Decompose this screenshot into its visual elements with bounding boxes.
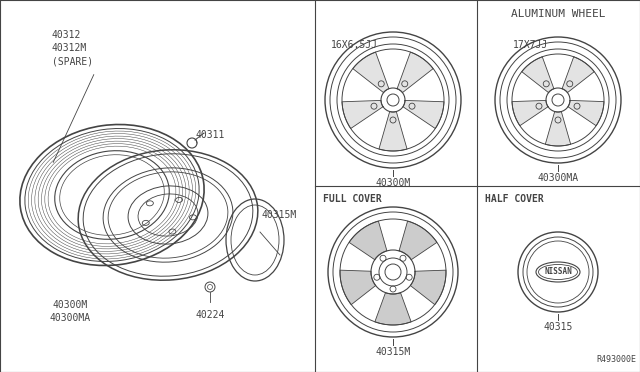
Polygon shape <box>397 52 433 93</box>
Text: 40315M: 40315M <box>262 210 297 220</box>
Polygon shape <box>379 112 407 151</box>
Text: 40300MA: 40300MA <box>538 173 579 183</box>
Circle shape <box>552 94 564 106</box>
Text: 40300M
40300MA: 40300M 40300MA <box>49 300 91 323</box>
Text: 40312
40312M
(SPARE): 40312 40312M (SPARE) <box>52 30 93 66</box>
Polygon shape <box>562 57 595 93</box>
Polygon shape <box>545 112 571 146</box>
Text: 17X7JJ: 17X7JJ <box>513 40 548 50</box>
Text: R493000E: R493000E <box>596 355 636 364</box>
Polygon shape <box>568 100 604 126</box>
Text: 40311: 40311 <box>196 130 225 140</box>
Polygon shape <box>410 270 446 305</box>
Polygon shape <box>403 100 444 128</box>
Polygon shape <box>342 100 383 128</box>
Polygon shape <box>399 221 437 260</box>
Polygon shape <box>340 270 376 305</box>
Text: 16X6.5JJ: 16X6.5JJ <box>331 40 378 50</box>
Text: FULL COVER: FULL COVER <box>323 194 381 204</box>
Text: 40315: 40315 <box>543 322 573 332</box>
Polygon shape <box>512 100 548 126</box>
Circle shape <box>387 94 399 106</box>
Text: HALF COVER: HALF COVER <box>485 194 544 204</box>
Polygon shape <box>353 52 389 93</box>
Text: 40224: 40224 <box>195 310 225 320</box>
Text: 40315M: 40315M <box>376 347 411 357</box>
Text: NISSAN: NISSAN <box>544 267 572 276</box>
Polygon shape <box>375 293 411 325</box>
Polygon shape <box>522 57 554 93</box>
Text: 40300M: 40300M <box>376 178 411 188</box>
Text: ALUMINUM WHEEL: ALUMINUM WHEEL <box>511 9 605 19</box>
Polygon shape <box>349 221 387 260</box>
